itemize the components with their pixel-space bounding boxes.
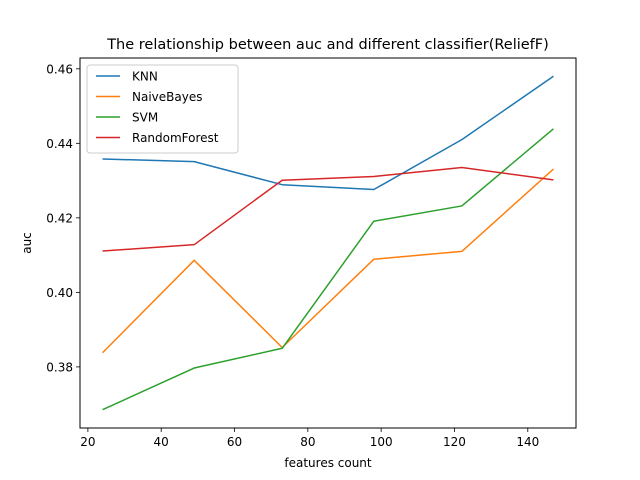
legend-box bbox=[86, 64, 239, 154]
series-line-randomforest bbox=[102, 166, 554, 252]
x-tick-label: 60 bbox=[227, 435, 242, 449]
x-axis: 20 40 60 80 100 120 140 bbox=[80, 428, 539, 449]
legend-label: KNN bbox=[132, 70, 158, 84]
y-tick-label: 0.42 bbox=[46, 211, 73, 225]
x-tick-label: 120 bbox=[443, 435, 466, 449]
y-tick-label: 0.46 bbox=[46, 62, 73, 76]
legend-label: SVM bbox=[132, 111, 158, 125]
series-layer bbox=[102, 75, 554, 411]
x-tick-label: 20 bbox=[80, 435, 95, 449]
chart-title: The relationship between auc and differe… bbox=[106, 37, 549, 53]
x-tick-label: 100 bbox=[370, 435, 393, 449]
y-tick-label: 0.38 bbox=[46, 360, 73, 374]
series-line-naivebayes bbox=[102, 168, 554, 354]
x-tick-label: 80 bbox=[300, 435, 315, 449]
legend: KNN NaiveBayes SVM RandomForest bbox=[86, 64, 239, 154]
series-line-knn bbox=[102, 75, 554, 191]
series-line-svm bbox=[102, 128, 554, 411]
y-tick-label: 0.40 bbox=[46, 286, 73, 300]
x-tick-label: 140 bbox=[516, 435, 539, 449]
legend-label: RandomForest bbox=[132, 131, 219, 145]
y-axis: 0.38 0.40 0.42 0.44 0.46 bbox=[46, 62, 80, 374]
y-tick-label: 0.44 bbox=[46, 137, 73, 151]
legend-label: NaiveBayes bbox=[132, 90, 202, 104]
y-axis-label: auc bbox=[20, 232, 34, 254]
x-tick-label: 40 bbox=[154, 435, 169, 449]
plot-frame bbox=[79, 57, 577, 429]
x-axis-label: features count bbox=[284, 456, 372, 470]
